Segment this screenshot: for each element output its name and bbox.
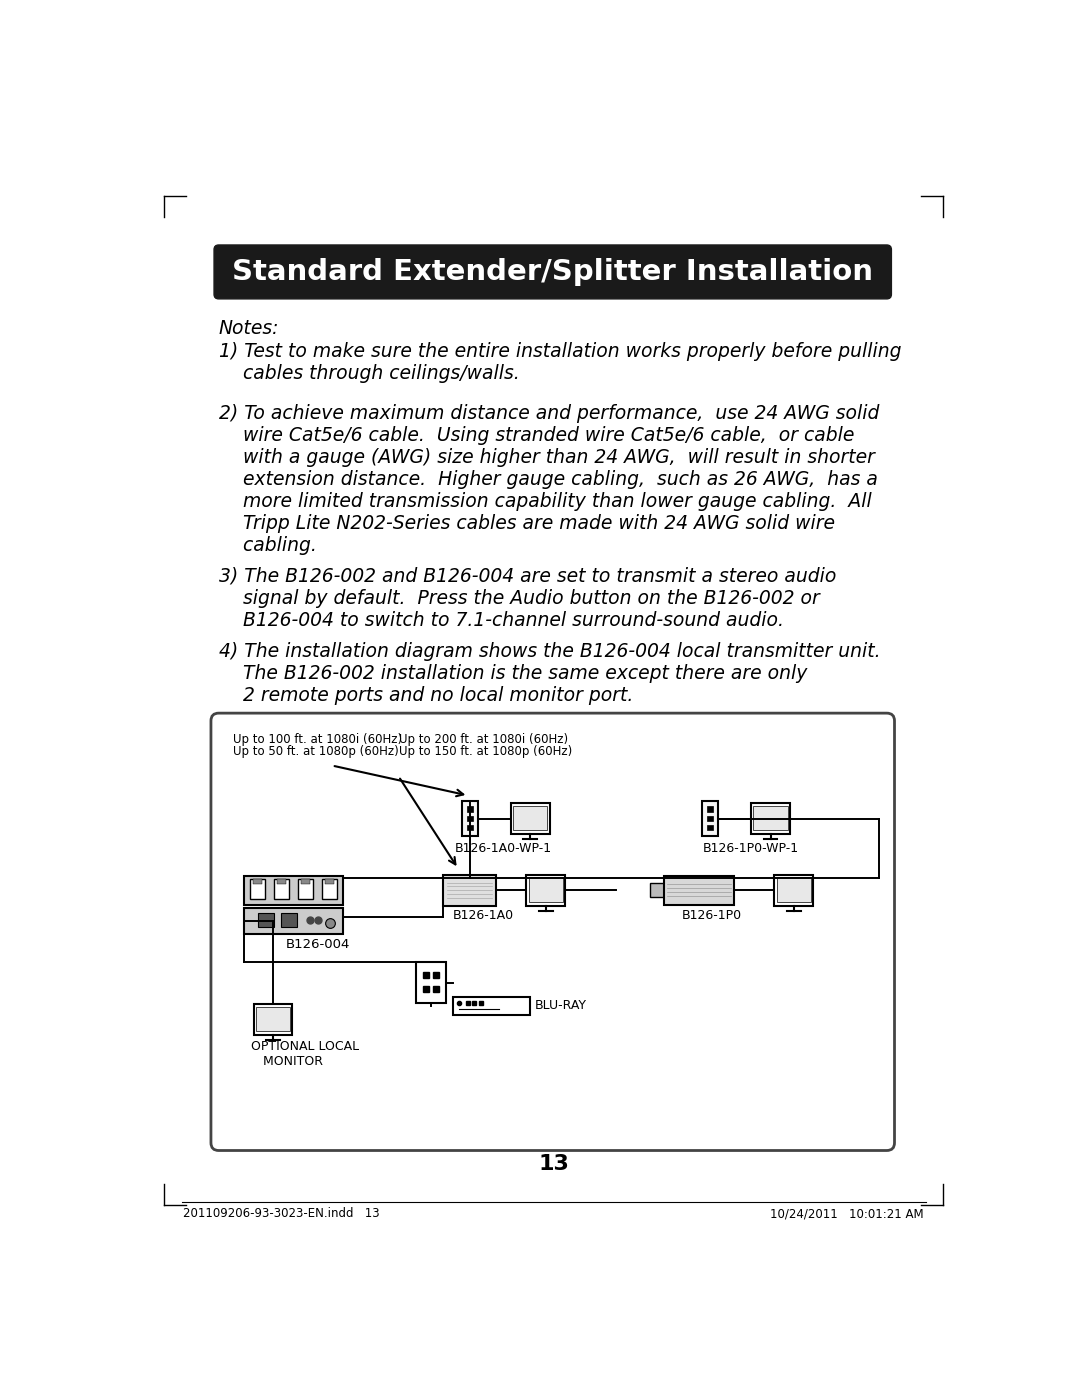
Bar	[325, 879, 334, 884]
Bar	[256, 1007, 291, 1031]
Bar	[707, 816, 713, 821]
Bar	[754, 806, 787, 831]
Text: B126-1A0-WP-1: B126-1A0-WP-1	[455, 842, 552, 854]
Bar	[298, 879, 313, 900]
Bar	[273, 879, 289, 900]
FancyBboxPatch shape	[211, 713, 894, 1150]
Bar	[467, 816, 473, 821]
Bar	[258, 914, 273, 927]
Bar	[751, 803, 789, 834]
Bar	[249, 879, 266, 900]
Bar	[444, 875, 496, 906]
Text: Up to 100 ft. at 1080i (60Hz): Up to 100 ft. at 1080i (60Hz)	[232, 734, 402, 746]
Text: 201109206-93-3023-EN.indd   13: 201109206-93-3023-EN.indd 13	[183, 1207, 380, 1221]
Bar	[462, 800, 477, 836]
Bar	[467, 806, 473, 811]
Text: Notes:: Notes:	[218, 319, 280, 338]
Bar	[254, 1004, 293, 1035]
Bar	[777, 877, 811, 902]
Text: 10/24/2011   10:01:21 AM: 10/24/2011 10:01:21 AM	[770, 1207, 924, 1221]
Bar	[526, 875, 565, 906]
Bar	[774, 875, 813, 906]
Bar	[453, 996, 530, 1015]
Bar	[322, 879, 337, 900]
Bar	[282, 914, 297, 927]
Bar	[529, 877, 563, 902]
Text: 1) Test to make sure the entire installation works properly before pulling
    c: 1) Test to make sure the entire installa…	[218, 343, 901, 383]
Text: B126-004: B126-004	[285, 938, 350, 951]
Bar	[511, 803, 550, 834]
Bar	[243, 875, 342, 904]
Text: Up to 50 ft. at 1080p (60Hz): Up to 50 ft. at 1080p (60Hz)	[232, 745, 399, 759]
Bar	[467, 825, 473, 831]
Bar	[276, 879, 286, 884]
Bar	[253, 879, 262, 884]
Text: 3) The B126-002 and B126-004 are set to transmit a stereo audio
    signal by de: 3) The B126-002 and B126-004 are set to …	[218, 567, 836, 630]
Bar	[243, 908, 342, 933]
Text: 4) The installation diagram shows the B126-004 local transmitter unit.
    The B: 4) The installation diagram shows the B1…	[218, 642, 880, 706]
FancyBboxPatch shape	[214, 245, 891, 298]
Text: B126-1A0: B126-1A0	[453, 908, 514, 922]
Bar	[702, 800, 718, 836]
Text: Standard Extender/Splitter Installation: Standard Extender/Splitter Installation	[232, 258, 874, 286]
Bar	[416, 961, 446, 1003]
Bar	[707, 825, 713, 831]
Text: B126-1P0: B126-1P0	[683, 908, 742, 922]
Text: OPTIONAL LOCAL
   MONITOR: OPTIONAL LOCAL MONITOR	[252, 1040, 360, 1068]
Bar	[301, 879, 310, 884]
Text: B126-1P0-WP-1: B126-1P0-WP-1	[702, 842, 798, 854]
Text: 2) To achieve maximum distance and performance,  use 24 AWG solid
    wire Cat5e: 2) To achieve maximum distance and perfo…	[218, 404, 879, 555]
Bar	[707, 806, 713, 811]
Text: BLU-RAY: BLU-RAY	[535, 999, 586, 1013]
Bar	[650, 884, 664, 897]
Bar	[513, 806, 548, 831]
Text: Up to 200 ft. at 1080i (60Hz): Up to 200 ft. at 1080i (60Hz)	[400, 734, 568, 746]
Text: 13: 13	[538, 1154, 569, 1173]
Bar	[664, 875, 734, 904]
Text: Up to 150 ft. at 1080p (60Hz): Up to 150 ft. at 1080p (60Hz)	[400, 745, 572, 759]
